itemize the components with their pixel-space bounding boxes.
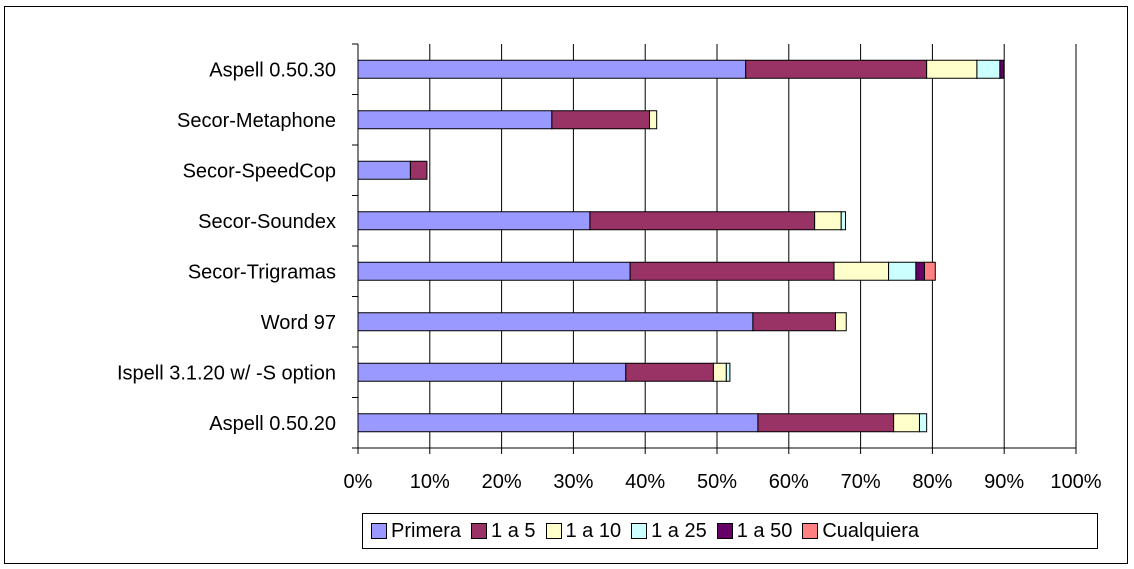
bar-segment — [357, 261, 631, 281]
category-label: Word 97 — [261, 312, 336, 334]
legend-item: Primera — [371, 520, 461, 543]
x-tick-label: 40% — [625, 471, 665, 493]
bar-segment — [629, 261, 835, 281]
legend-swatch — [371, 523, 387, 539]
bar-segment — [814, 211, 842, 231]
legend-swatch — [802, 523, 819, 539]
legend-swatch — [631, 523, 648, 539]
x-tick-label: 20% — [482, 471, 522, 493]
legend-item: 1 a 10 — [545, 519, 622, 543]
category-label: Secor-SpeedCop — [183, 160, 336, 182]
legend-item: 1 a 50 — [716, 519, 793, 543]
x-tick-label: 70% — [841, 471, 881, 493]
x-tick-label: 90% — [984, 471, 1024, 493]
bar-segment — [551, 110, 651, 130]
legend-label: 1 a 10 — [565, 519, 622, 542]
bar-segment — [357, 413, 759, 433]
bar-segment — [725, 362, 731, 382]
bar-segment — [357, 110, 553, 130]
x-tick-label: 100% — [1050, 471, 1101, 493]
bar-segment — [976, 59, 1001, 79]
x-tick-label: 30% — [553, 471, 593, 493]
bar-segment — [918, 413, 928, 433]
bar-segment — [926, 59, 978, 79]
bar-segment — [357, 160, 411, 180]
legend-swatch — [545, 523, 562, 539]
legend-label: Primera — [391, 519, 462, 542]
bar-segment — [357, 59, 747, 79]
bar-segment — [752, 312, 836, 332]
bar-segment — [924, 261, 936, 281]
legend-item: 1 a 5 — [471, 519, 536, 543]
legend-swatch — [716, 523, 733, 539]
legend-label: Cualquiera — [822, 519, 920, 542]
legend-swatch — [471, 523, 488, 539]
x-tick-label: 80% — [912, 471, 952, 493]
category-label: Aspell 0.50.20 — [209, 413, 336, 435]
bar-segment — [915, 261, 926, 281]
legend-item: Cualquiera — [802, 520, 919, 543]
bar-segment — [888, 261, 917, 281]
category-label: Secor-Trigramas — [188, 261, 336, 283]
category-label: Ispell 3.1.20 w/ -S option — [117, 362, 336, 384]
bar-segment — [357, 312, 754, 332]
bar-segment — [357, 362, 627, 382]
bar-segment — [589, 211, 816, 231]
bar-segment — [893, 413, 920, 433]
legend-label: 1 a 50 — [736, 519, 793, 542]
category-label: Secor-Metaphone — [177, 110, 336, 132]
x-tick-label: 10% — [410, 471, 450, 493]
legend: Primera 1 a 5 1 a 10 1 a 25 1 a 50 Cualquiera — [362, 513, 1098, 549]
bar-segment — [834, 312, 847, 332]
chart-frame — [4, 6, 1128, 564]
bar-segment — [840, 211, 847, 231]
bar-segment — [999, 59, 1004, 79]
bar-segment — [357, 211, 591, 231]
bar-segment — [409, 160, 428, 180]
legend-label: 1 a 5 — [491, 519, 536, 542]
bar-segment — [712, 362, 727, 382]
bar-segment — [757, 413, 895, 433]
legend-item: 1 a 25 — [631, 520, 707, 543]
bar-segment — [833, 261, 890, 281]
x-tick-label: 0% — [344, 471, 373, 493]
category-label: Secor-Soundex — [198, 211, 336, 233]
x-tick-label: 50% — [697, 471, 737, 493]
x-tick-label: 60% — [769, 471, 809, 493]
bar-segment — [745, 59, 928, 79]
legend-label: 1 a 25 — [651, 519, 707, 542]
bar-segment — [625, 362, 714, 382]
bar-segment — [649, 110, 658, 130]
category-label: Aspell 0.50.30 — [209, 59, 336, 81]
